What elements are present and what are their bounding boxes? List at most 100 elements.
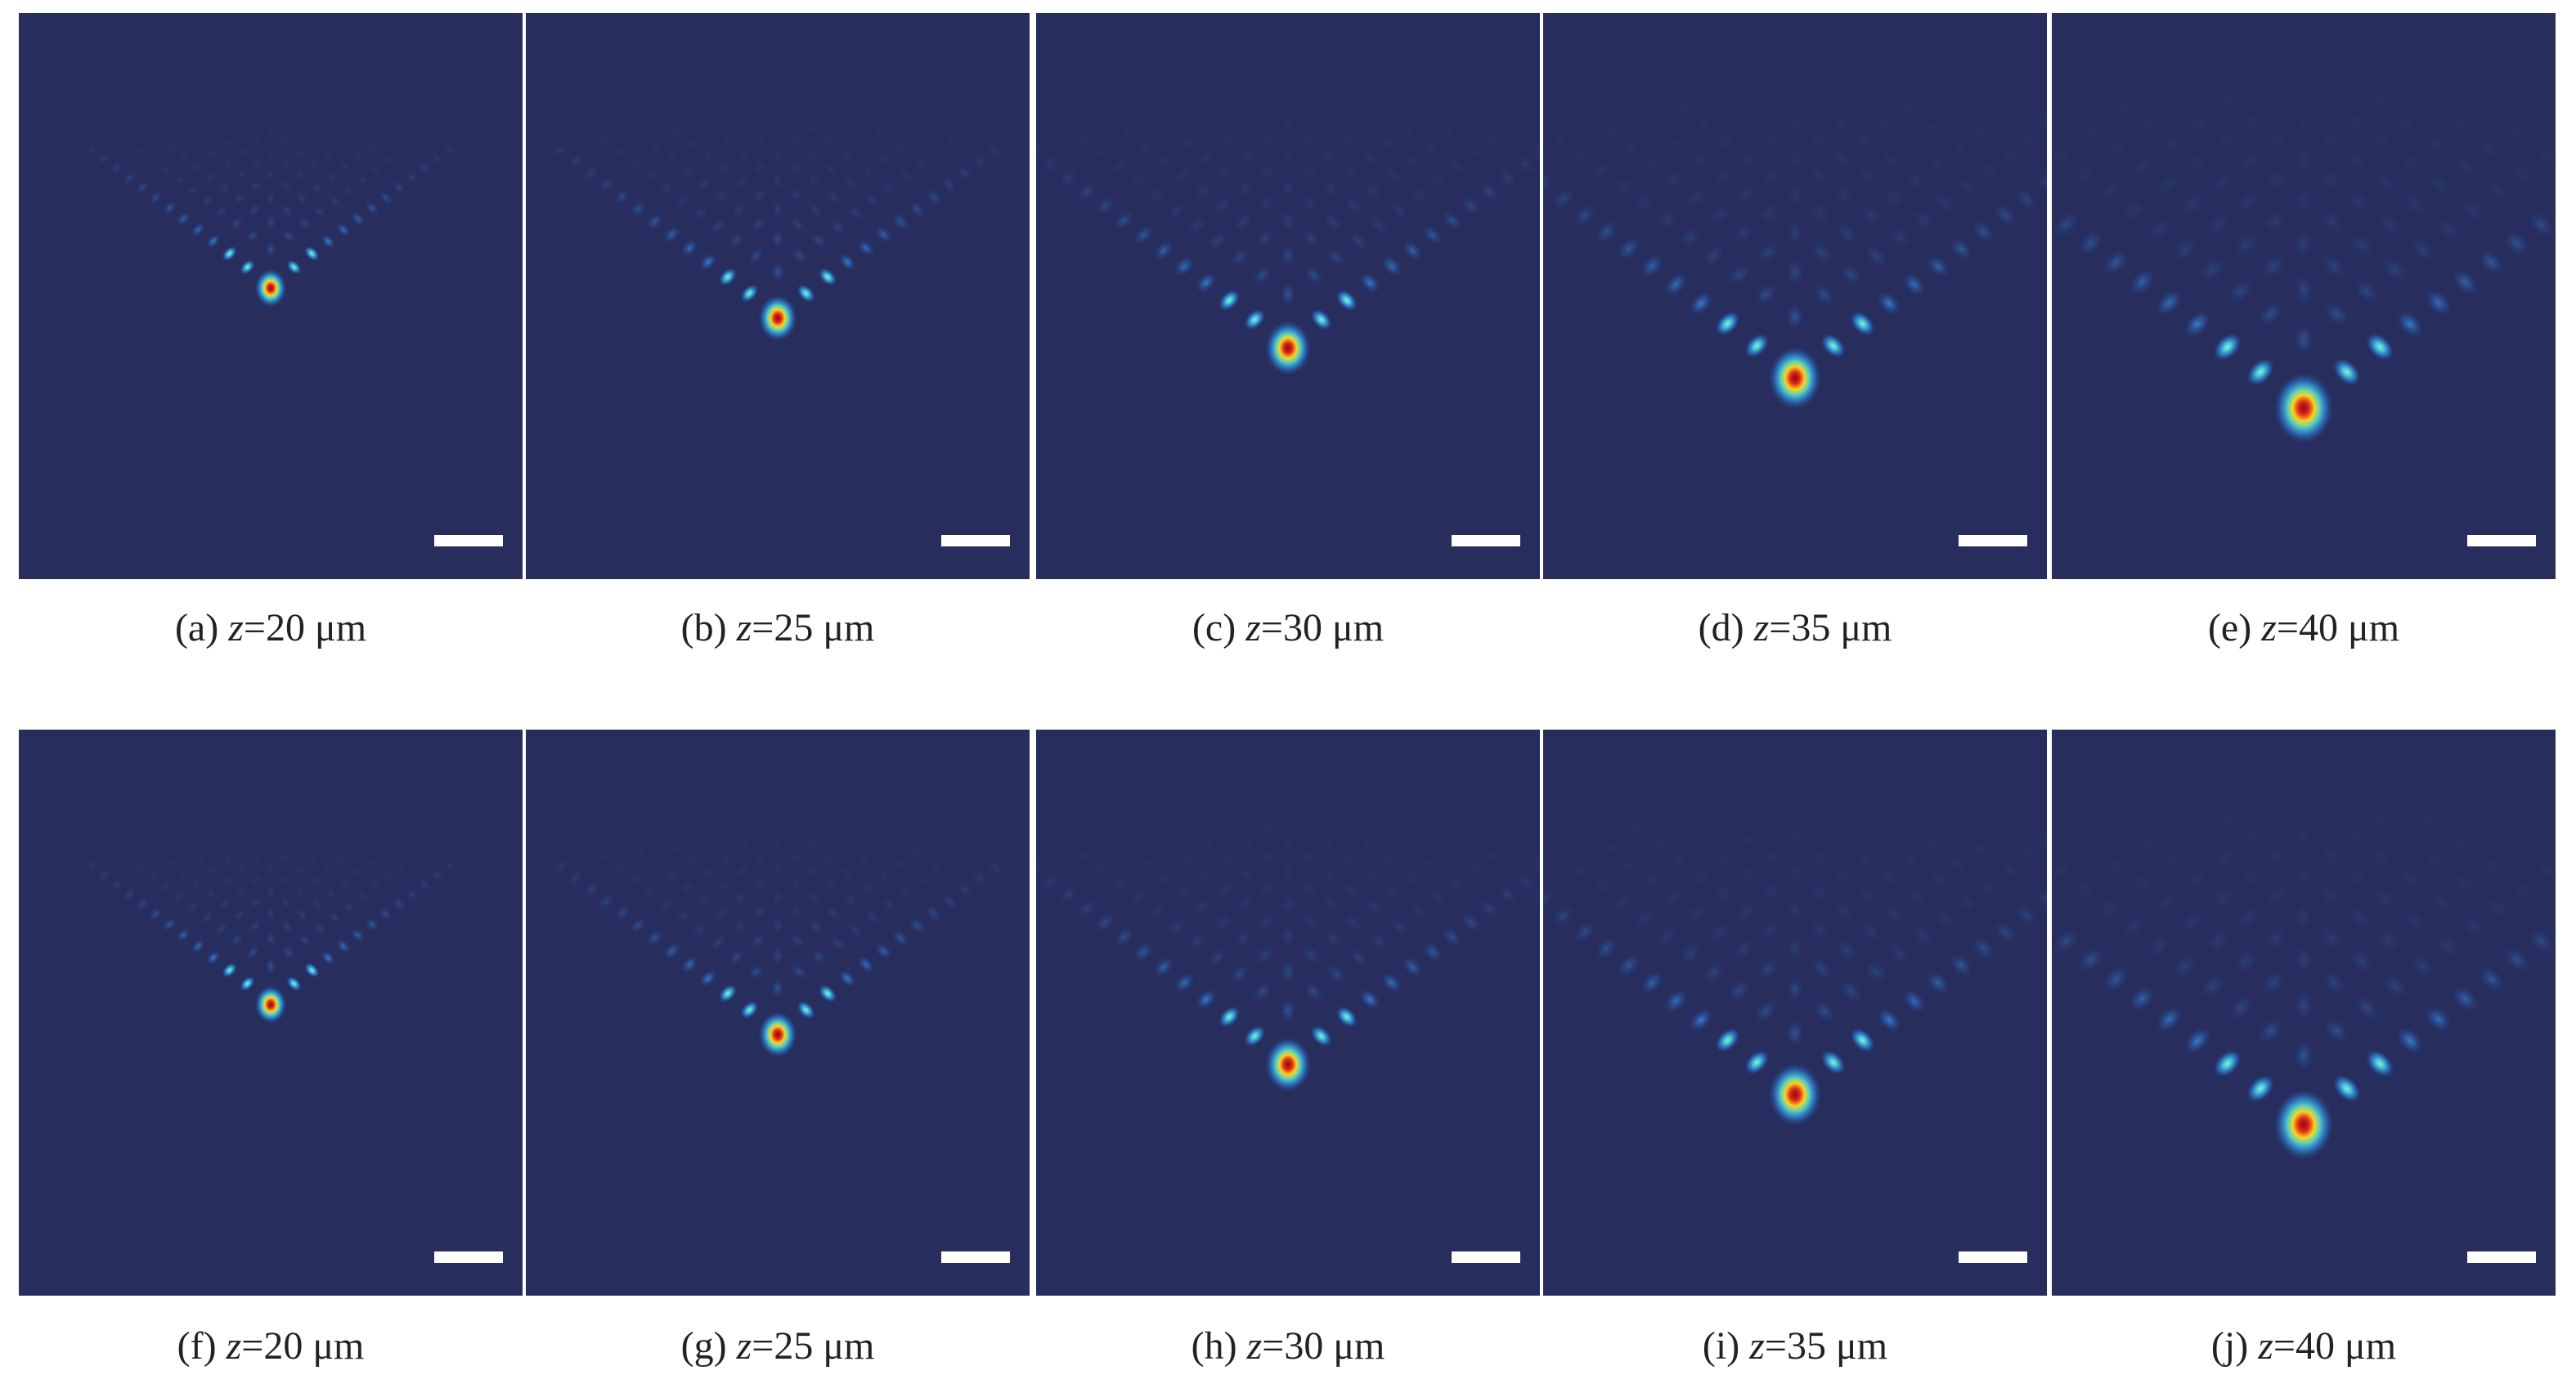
main-lobe — [254, 268, 287, 308]
intensity-spot — [171, 172, 187, 188]
intensity-spot — [1714, 310, 1741, 337]
intensity-spot — [150, 845, 166, 861]
intensity-spot — [2161, 806, 2192, 836]
intensity-spot — [2507, 159, 2538, 189]
intensity-spot — [171, 888, 187, 905]
intensity-spot — [1733, 182, 1759, 209]
intensity-spot — [277, 155, 294, 172]
caption-variable: z — [227, 606, 244, 649]
scale-bar — [2467, 535, 2536, 546]
panel: (h) z=30 μm — [1036, 730, 1540, 1368]
intensity-spot — [1401, 866, 1424, 890]
intensity-spot — [690, 203, 710, 223]
intensity-spot — [1677, 941, 1703, 967]
intensity-spot — [2317, 923, 2347, 954]
intensity-spot — [1666, 847, 1692, 874]
intensity-spot — [1992, 919, 2018, 946]
intensity-spot — [1473, 811, 1496, 835]
intensity-spot — [1097, 109, 1121, 132]
intensity-spot — [2497, 115, 2528, 146]
intensity-spot — [289, 102, 306, 119]
intensity-spot — [1325, 963, 1349, 986]
intensity-spot — [1687, 147, 1714, 174]
intensity-spot — [1880, 901, 1907, 928]
intensity-spot — [2526, 209, 2556, 240]
intensity-spot — [2236, 862, 2265, 892]
intensity-spot — [1945, 852, 1972, 878]
intensity-spot — [770, 142, 786, 166]
intensity-spot — [1849, 1027, 1876, 1054]
panel-caption: (f) z=20 μm — [177, 1324, 365, 1368]
intensity-spot — [1279, 142, 1297, 170]
intensity-spot — [1426, 169, 1449, 192]
intensity-spot — [907, 915, 927, 936]
intensity-spot — [213, 920, 230, 937]
intensity-spot — [1547, 842, 1573, 869]
intensity-spot — [2157, 846, 2188, 875]
intensity-spot — [1478, 181, 1501, 204]
intensity-spot — [625, 154, 644, 173]
intensity-spot — [1152, 955, 1175, 978]
intensity-spot — [204, 862, 222, 879]
intensity-spot — [1663, 272, 1690, 298]
intensity-spot — [1175, 133, 1199, 155]
caption-variable: z — [1245, 606, 1261, 649]
intensity-spot — [718, 823, 738, 843]
intensity-spot — [739, 283, 760, 303]
intensity-spot — [650, 110, 671, 130]
intensity-spot — [581, 164, 601, 183]
intensity-spot — [1901, 272, 1928, 298]
intensity-spot — [702, 811, 722, 831]
intensity-spot — [1603, 83, 1629, 110]
intensity-spot — [891, 212, 910, 231]
intensity-spot — [1593, 935, 1620, 962]
intensity-spot — [841, 174, 860, 194]
intensity-spot — [1654, 207, 1681, 233]
intensity-spot — [698, 968, 718, 988]
intensity-spot — [749, 901, 770, 922]
intensity-spot — [2339, 784, 2368, 814]
intensity-spot — [429, 867, 446, 883]
intensity-spot — [1316, 115, 1340, 137]
intensity-spot — [821, 875, 841, 896]
intensity-spot — [1925, 253, 1951, 280]
intensity-spot — [367, 878, 384, 895]
intensity-spot — [1335, 100, 1358, 124]
intensity-spot — [2182, 148, 2212, 177]
intensity-spot — [2263, 125, 2292, 155]
intensity-spot — [1197, 833, 1220, 856]
intensity-spot — [2035, 887, 2047, 913]
intensity-spot — [290, 124, 307, 140]
caption-value: =30 μm — [1262, 1324, 1384, 1368]
intensity-spot — [2526, 926, 2556, 956]
intensity-spot — [631, 125, 651, 146]
intensity-spot — [1687, 864, 1714, 891]
intensity-spot — [292, 883, 309, 900]
intensity-spot — [1238, 85, 1261, 108]
intensity-spot — [322, 169, 339, 185]
intensity-spot — [1218, 1005, 1241, 1028]
intensity-spot — [2392, 108, 2421, 137]
intensity-spot — [285, 258, 303, 276]
intensity-spot — [234, 145, 250, 161]
intensity-spot — [107, 124, 123, 140]
intensity-spot — [770, 227, 786, 251]
intensity-spot — [1253, 227, 1277, 249]
intensity-spot — [1388, 915, 1411, 938]
intensity-spot — [1152, 239, 1175, 262]
intensity-spot — [1419, 136, 1443, 160]
intensity-spot — [1639, 969, 1665, 996]
intensity-spot — [218, 156, 235, 173]
intensity-spot — [1191, 179, 1214, 202]
intensity-spot — [2483, 893, 2513, 923]
intensity-spot — [2292, 819, 2315, 855]
intensity-spot — [1432, 807, 1456, 831]
intensity-spot — [1706, 919, 1733, 945]
intensity-spot — [2367, 126, 2397, 156]
intensity-spot — [801, 811, 820, 830]
intensity-spot — [650, 827, 671, 847]
panel: (i) z=35 μm — [1543, 730, 2047, 1368]
intensity-spot — [292, 167, 309, 183]
intensity-spot — [1054, 115, 1078, 137]
intensity-spot — [2315, 125, 2345, 155]
